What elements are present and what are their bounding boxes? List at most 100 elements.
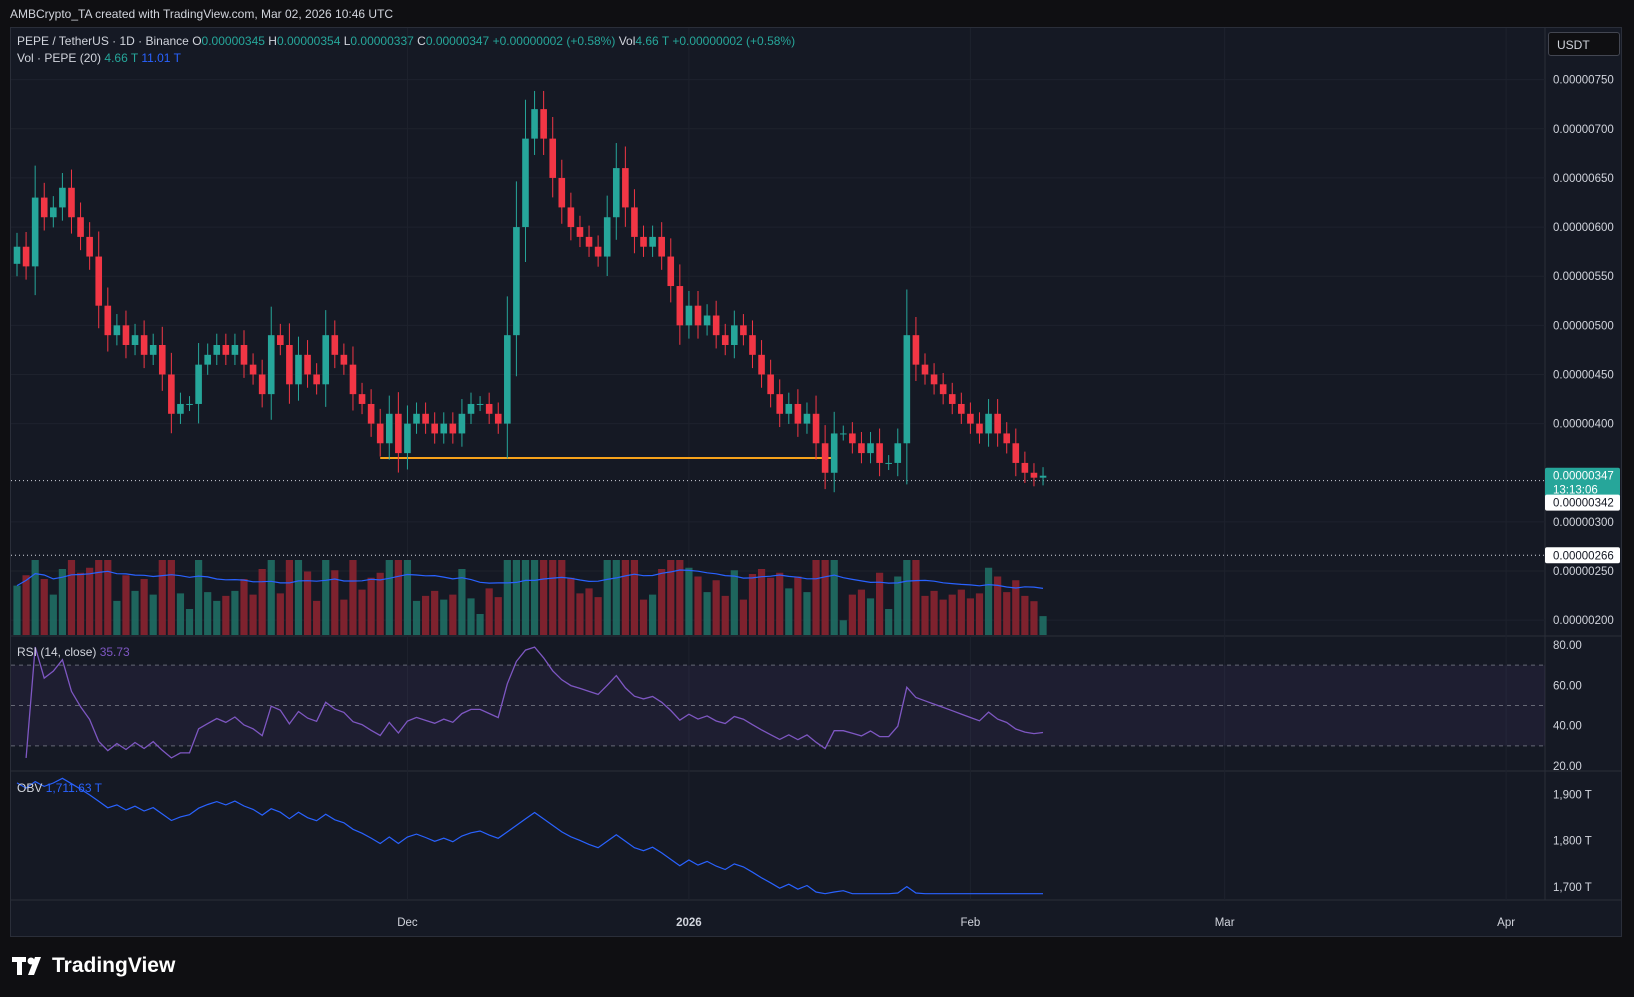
- volume-bar: [530, 560, 539, 635]
- candle-body: [131, 335, 139, 345]
- candle-body: [976, 423, 983, 434]
- candle-body: [649, 236, 656, 247]
- rsi-tick-label: 40.00: [1553, 721, 1582, 733]
- time-tick-label: Dec: [397, 917, 418, 929]
- volume-bar: [22, 575, 30, 635]
- countdown-tag: 13:13:06: [1553, 485, 1598, 497]
- candle-body: [585, 236, 593, 247]
- obv-study-name[interactable]: OBV: [17, 781, 43, 795]
- candle-body: [694, 305, 702, 326]
- candle-body: [1030, 472, 1038, 478]
- rsi-value: 35.73: [99, 645, 130, 659]
- volume-bar: [204, 592, 212, 635]
- candle-body: [68, 187, 75, 218]
- volume-bar: [276, 593, 284, 635]
- candle-body: [785, 403, 793, 414]
- volume-bar: [67, 560, 76, 635]
- rsi-study-name[interactable]: RSI (14, close): [17, 645, 97, 659]
- volume-bar: [394, 560, 402, 635]
- candle-body: [830, 433, 838, 473]
- volume-bar: [658, 569, 666, 635]
- volume-bar: [231, 590, 239, 635]
- candle-body: [295, 354, 302, 385]
- volume-study-name[interactable]: Vol · PEPE (20): [17, 51, 102, 65]
- candle-body: [885, 462, 892, 464]
- price-tick-label: 0.00000550: [1553, 271, 1614, 283]
- volume-bar: [131, 590, 139, 635]
- volume-bar: [540, 560, 548, 635]
- volume-bar: [812, 560, 820, 635]
- volume-bar: [857, 589, 866, 635]
- candle-body: [222, 345, 230, 355]
- candle-body: [1039, 475, 1047, 478]
- tradingview-logo: TradingView: [12, 954, 175, 978]
- last-price-tag: 0.00000347: [1553, 471, 1614, 483]
- volume-bar: [340, 599, 348, 635]
- volume-bar: [594, 597, 602, 635]
- volume-bar: [839, 620, 847, 635]
- volume-bar: [1021, 595, 1029, 635]
- symbol-legend: PEPE / TetherUS · 1D · Binance O0.000003…: [17, 34, 795, 48]
- candle-body: [658, 236, 665, 257]
- time-tick-label: Feb: [960, 917, 980, 929]
- obv-legend: OBV 1,711.63 T: [17, 781, 102, 795]
- volume-bar: [830, 560, 838, 635]
- volume-bar: [739, 599, 747, 635]
- candle-body: [449, 423, 457, 434]
- candle-body: [113, 325, 121, 336]
- candle-body: [494, 413, 502, 424]
- volume-bar: [912, 560, 920, 635]
- volume-bar: [122, 575, 130, 635]
- candle-body: [676, 286, 684, 326]
- volume-bar: [512, 560, 520, 635]
- volume-bar: [567, 577, 575, 635]
- candle-body: [485, 403, 493, 414]
- volume-bar: [975, 593, 984, 635]
- volume-bar: [785, 588, 793, 635]
- volume-bar: [1003, 592, 1011, 635]
- candle-body: [958, 403, 965, 414]
- candle-body: [31, 197, 39, 267]
- volume-bar: [176, 593, 185, 635]
- candle-body: [994, 413, 1001, 434]
- candle-body: [740, 325, 747, 336]
- high-value: 0.00000354: [276, 34, 341, 48]
- last-price-tag-bg: [1545, 467, 1620, 498]
- candle-body: [522, 138, 529, 228]
- rsi-tick-label: 60.00: [1553, 680, 1582, 692]
- volume-bar: [294, 560, 303, 635]
- volume-bar: [794, 576, 802, 635]
- candle-body: [86, 236, 93, 257]
- volume-bar: [576, 593, 584, 635]
- volume-bar: [476, 614, 484, 635]
- rsi-band: [11, 665, 1545, 746]
- candle-body: [558, 177, 566, 208]
- candle-body: [794, 403, 802, 424]
- obv-tick-label: 1,700 T: [1553, 882, 1592, 894]
- volume-bar: [249, 594, 257, 635]
- volume-bar: [240, 579, 248, 635]
- chart-frame: [10, 27, 1622, 937]
- volume-bar: [58, 569, 66, 635]
- candle-body: [213, 345, 221, 355]
- candle-body: [195, 364, 202, 404]
- candle-body: [50, 207, 57, 218]
- candle-body: [322, 335, 330, 385]
- volume-bar: [803, 592, 811, 635]
- candle-body: [104, 305, 112, 336]
- volume-bar: [258, 569, 266, 635]
- candle-body: [849, 433, 856, 444]
- currency-button[interactable]: USDT: [1548, 32, 1620, 56]
- volume-bar: [467, 598, 475, 635]
- candle-body: [277, 335, 284, 345]
- symbol-name[interactable]: PEPE / TetherUS · 1D · Binance: [17, 34, 189, 48]
- candle-body: [549, 138, 557, 178]
- volume-bar: [158, 560, 166, 635]
- candle-body: [749, 335, 756, 355]
- volume-bar: [876, 572, 884, 635]
- volume-bar: [521, 560, 530, 635]
- candle-body: [912, 335, 920, 365]
- candle-body: [22, 246, 30, 267]
- volume-bar: [167, 560, 175, 635]
